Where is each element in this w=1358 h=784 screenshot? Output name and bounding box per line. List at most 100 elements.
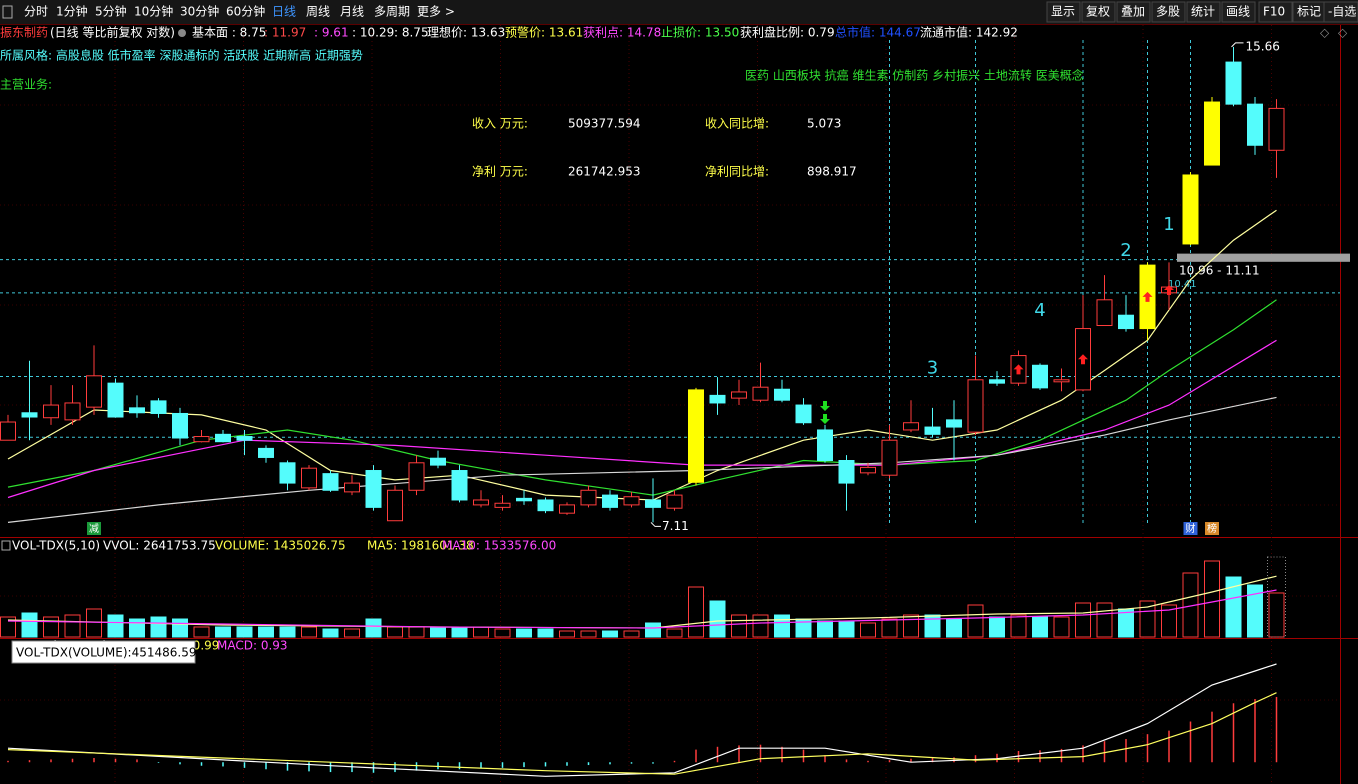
toolbar-button[interactable]	[1151, 1, 1186, 23]
volume-bar	[301, 626, 317, 638]
candle-body	[86, 375, 102, 408]
volume-bar	[946, 618, 962, 638]
toolbar-tab[interactable]: 1分钟	[56, 4, 88, 19]
toolbar-tab[interactable]: 60分钟	[226, 4, 265, 19]
toolbar-button-label[interactable]: 复权	[1086, 5, 1110, 19]
basic-value: : 10.29	[352, 26, 394, 40]
candle-body	[279, 462, 296, 484]
volume-average	[7, 589, 1277, 629]
toolbar-button[interactable]	[1221, 1, 1256, 23]
candle-body	[516, 497, 532, 502]
toolbar-button-label[interactable]: 标记	[1297, 5, 1321, 19]
volume-bar	[494, 628, 511, 638]
toolbar-button-label[interactable]: F10	[1263, 5, 1285, 19]
style-tags: 所属风格: 高股息股 低市盈率 深股通标的 活跃股 近期新高 近期强势	[0, 48, 363, 63]
basic-value: 基本面 : 8.75	[192, 26, 266, 40]
candle-body	[1268, 107, 1285, 151]
diamond-icon[interactable]: ◇	[1320, 26, 1330, 40]
volume-header: MA5: 1981601.38	[367, 539, 474, 553]
volume-bar	[645, 622, 661, 638]
panel-icon[interactable]	[1, 540, 11, 551]
candle-body	[623, 496, 640, 506]
finance-label: 净利 万元:	[472, 165, 528, 179]
candle-body	[1247, 103, 1263, 146]
volume-bar	[1096, 602, 1113, 638]
candle-body	[21, 412, 38, 418]
volume-bar	[344, 628, 360, 638]
toolbar-button-label[interactable]: 画线	[1226, 5, 1250, 19]
price-item: 获利点: 14.78	[583, 26, 661, 40]
toolbar-tab[interactable]: 5分钟	[95, 4, 127, 19]
candle-body	[494, 502, 511, 508]
volume-bar	[258, 626, 274, 638]
toolbar-tab[interactable]: 月线	[340, 5, 364, 19]
candle-body	[946, 419, 962, 428]
macd-line	[7, 663, 1277, 777]
max-leader	[1231, 42, 1244, 48]
toolbar-button-label[interactable]: 统计	[1191, 5, 1215, 19]
down-arrow	[820, 413, 830, 424]
toolbar-button[interactable]	[1323, 1, 1358, 23]
volume-bar	[365, 618, 382, 638]
wave-label: 4	[1034, 300, 1045, 321]
tooltip	[11, 640, 196, 664]
volume-bar	[774, 614, 790, 638]
volume-bar	[193, 626, 210, 638]
toolbar-button-label[interactable]: 叠加	[1121, 5, 1145, 19]
toolbar-button[interactable]	[1081, 1, 1116, 23]
toolbar-tab[interactable]: 日线	[272, 5, 296, 19]
toolbar-button-label[interactable]: 显示	[1051, 5, 1075, 19]
volume-bar	[1010, 614, 1027, 638]
business-label: 主营业务:	[0, 77, 52, 92]
toolbar-tab[interactable]: 更多 >	[417, 5, 455, 19]
volume-bar	[215, 626, 231, 638]
stock-name: 振东制药	[0, 26, 48, 40]
volume-bar	[881, 618, 898, 638]
volume-bar	[1225, 576, 1242, 638]
menu-icon[interactable]	[2, 5, 13, 19]
candle-body	[967, 379, 984, 433]
candle-body	[193, 436, 210, 443]
min-leader	[650, 522, 661, 527]
toolbar-tab[interactable]: 分时	[24, 5, 48, 19]
volume-bar	[602, 630, 618, 638]
toolbar-tab[interactable]: 多周期	[374, 5, 410, 19]
volume-bar	[172, 618, 188, 638]
candle-body	[666, 494, 683, 509]
badge	[87, 522, 101, 535]
badge-text: 财	[1186, 522, 1196, 535]
toolbar-tab[interactable]: 10分钟	[134, 4, 173, 19]
candle-body	[1204, 101, 1220, 166]
finance-label: 净利同比增:	[705, 165, 769, 179]
volume-bar	[1161, 604, 1177, 638]
volume-bar	[1139, 600, 1156, 638]
volume-bar	[1247, 584, 1263, 638]
toolbar-button[interactable]	[1046, 1, 1081, 23]
info-icon[interactable]	[178, 29, 186, 37]
min-label: 7.11	[662, 519, 689, 533]
candle-body	[537, 499, 554, 512]
candle-body	[150, 400, 167, 414]
up-arrow	[1013, 364, 1024, 375]
candle-body	[473, 499, 489, 506]
candle-body	[774, 388, 790, 401]
toolbar-tab[interactable]: 30分钟	[180, 4, 219, 19]
toolbar-button[interactable]	[1116, 1, 1151, 23]
candle-body	[1182, 174, 1199, 245]
candle-body	[645, 499, 661, 508]
toolbar-button-label[interactable]: 多股	[1156, 5, 1180, 19]
volume-header: MA10: 1533576.00	[442, 539, 556, 553]
price-item: 理想价: 13.63	[427, 25, 505, 40]
basic-value: : 9.61	[314, 26, 349, 40]
candle-body	[64, 402, 81, 421]
up-arrow	[1164, 284, 1174, 295]
toolbar-button[interactable]	[1186, 1, 1221, 23]
toolbar-tab[interactable]: 周线	[306, 5, 330, 19]
volume-bar	[688, 586, 704, 638]
candle-body	[1225, 61, 1242, 105]
diamond-icon[interactable]: ◇	[1338, 26, 1348, 40]
toolbar-button[interactable]	[1258, 1, 1293, 23]
toolbar-button-label[interactable]: -自选	[1328, 5, 1356, 19]
price-item: 止损价: 13.50	[661, 26, 739, 40]
